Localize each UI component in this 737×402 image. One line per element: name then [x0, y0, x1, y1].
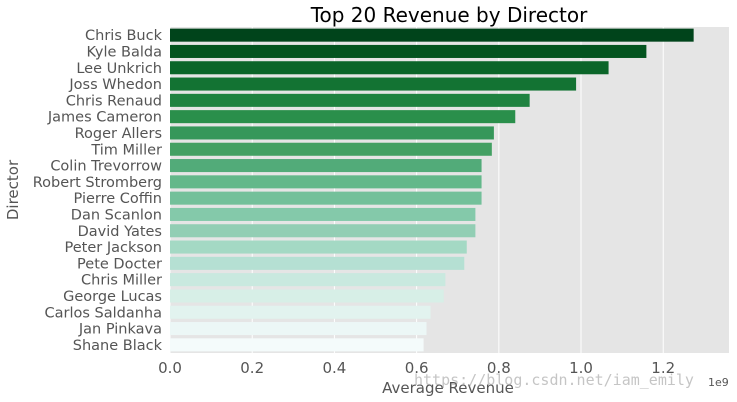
x-tick-label: 0.8 [487, 359, 511, 377]
bars [170, 28, 694, 352]
plot-area [170, 27, 729, 353]
y-tick-label: Tim Miller [90, 142, 162, 158]
bar [170, 77, 577, 91]
x-tick-label: 1.0 [569, 359, 593, 377]
y-tick-label: Peter Jackson [65, 240, 162, 256]
bar [170, 175, 482, 189]
bar [170, 44, 647, 58]
y-tick-label: Jan Pinkava [78, 322, 162, 338]
bar [170, 305, 431, 319]
y-tick-label: Roger Allers [75, 126, 162, 142]
y-tick-label: James Cameron [47, 110, 162, 126]
bar [170, 322, 427, 336]
x-tick-label: 0.4 [322, 359, 346, 377]
y-tick-label: Chris Renaud [66, 93, 162, 109]
y-tick-label: Colin Trevorrow [50, 159, 162, 175]
y-tick-label: Dan Scanlon [71, 207, 162, 223]
bar [170, 256, 465, 270]
bar [170, 28, 694, 42]
x-axis-offset-label: 1e9 [708, 376, 729, 389]
watermark: https://blog.csdn.net/iam_emily [414, 371, 694, 389]
x-tick-label: 0.0 [158, 359, 182, 377]
y-tick-label: Joss Whedon [68, 77, 162, 93]
bar [170, 93, 530, 107]
bar [170, 126, 494, 140]
y-tick-label: Pierre Coffin [74, 191, 162, 207]
chart-title: Top 20 Revenue by Director [310, 3, 588, 27]
x-axis-label: Average Revenue [382, 379, 514, 397]
bar [170, 159, 482, 173]
y-tick-label: Pete Docter [77, 256, 162, 272]
y-tick-label: Chris Buck [85, 28, 163, 44]
x-tick-label: 0.2 [240, 359, 264, 377]
bar [170, 61, 609, 75]
bar [170, 191, 482, 205]
bar [170, 289, 444, 303]
y-tick-label: George Lucas [63, 289, 162, 305]
bar [170, 110, 516, 124]
x-tick-label: 1.2 [651, 359, 675, 377]
y-tick-label: Kyle Balda [86, 44, 162, 60]
bar [170, 240, 467, 254]
x-tick-label: 0.6 [405, 359, 429, 377]
bar [170, 338, 424, 352]
y-tick-label: Shane Black [73, 338, 163, 354]
y-axis-label: Director [4, 159, 22, 220]
y-tick-label: Chris Miller [81, 273, 162, 289]
bar [170, 142, 492, 156]
bar [170, 207, 476, 221]
y-tick-label: David Yates [78, 224, 162, 240]
y-tick-label: Robert Stromberg [33, 175, 162, 191]
bar [170, 224, 476, 238]
bar [170, 273, 446, 287]
x-tick-labels: 0.0 0.2 0.4 0.6 0.8 1.0 1.2 [158, 359, 675, 377]
y-tick-label: Carlos Saldanha [44, 305, 162, 321]
y-tick-label: Lee Unkrich [76, 61, 162, 77]
